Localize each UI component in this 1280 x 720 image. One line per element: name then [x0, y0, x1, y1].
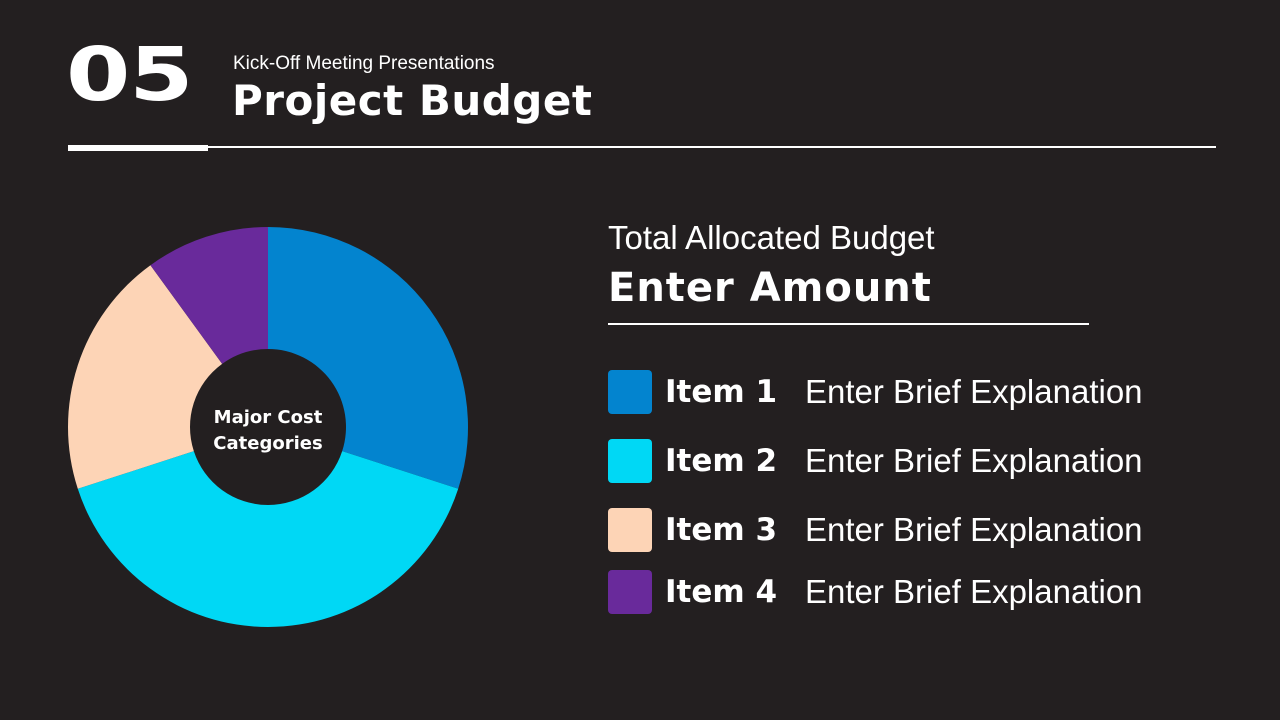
- legend-swatch: [608, 370, 652, 414]
- donut-chart: Major Cost Categories: [68, 227, 469, 627]
- budget-divider: [608, 323, 1089, 325]
- title-accent-bar: [68, 145, 208, 151]
- legend-item-name: Item 1: [665, 374, 778, 410]
- legend-item-name: Item 2: [665, 443, 778, 479]
- presentation-subtitle: Kick-Off Meeting Presentations: [233, 53, 495, 74]
- legend-swatch: [608, 439, 652, 483]
- legend-item-1: Item 1 Enter Brief Explanation: [608, 370, 1143, 414]
- legend-swatch: [608, 508, 652, 552]
- center-label-line-1: Major Cost: [214, 407, 323, 428]
- total-budget-label: Total Allocated Budget: [608, 219, 935, 256]
- center-label-line-2: Categories: [213, 433, 322, 454]
- donut-slice-item-1: [268, 227, 469, 489]
- legend-item-4: Item 4 Enter Brief Explanation: [608, 570, 1143, 614]
- section-number: 05: [66, 32, 193, 118]
- title-divider: [208, 146, 1216, 148]
- legend-item-2: Item 2 Enter Brief Explanation: [608, 439, 1143, 483]
- page-title: Project Budget: [232, 76, 593, 125]
- legend-swatch: [608, 570, 652, 614]
- donut-slice-item-2: [77, 451, 459, 627]
- donut-slice-item-3: [68, 265, 223, 489]
- legend-item-description: Enter Brief Explanation: [805, 442, 1143, 479]
- legend-item-3: Item 3 Enter Brief Explanation: [608, 508, 1143, 552]
- legend-item-name: Item 3: [665, 512, 778, 548]
- legend-item-description: Enter Brief Explanation: [805, 573, 1143, 610]
- legend-item-name: Item 4: [665, 574, 778, 610]
- total-budget-value: Enter Amount: [608, 265, 932, 311]
- donut-slice-item-4: [150, 227, 268, 364]
- legend-item-description: Enter Brief Explanation: [805, 373, 1143, 410]
- legend-item-description: Enter Brief Explanation: [805, 511, 1143, 548]
